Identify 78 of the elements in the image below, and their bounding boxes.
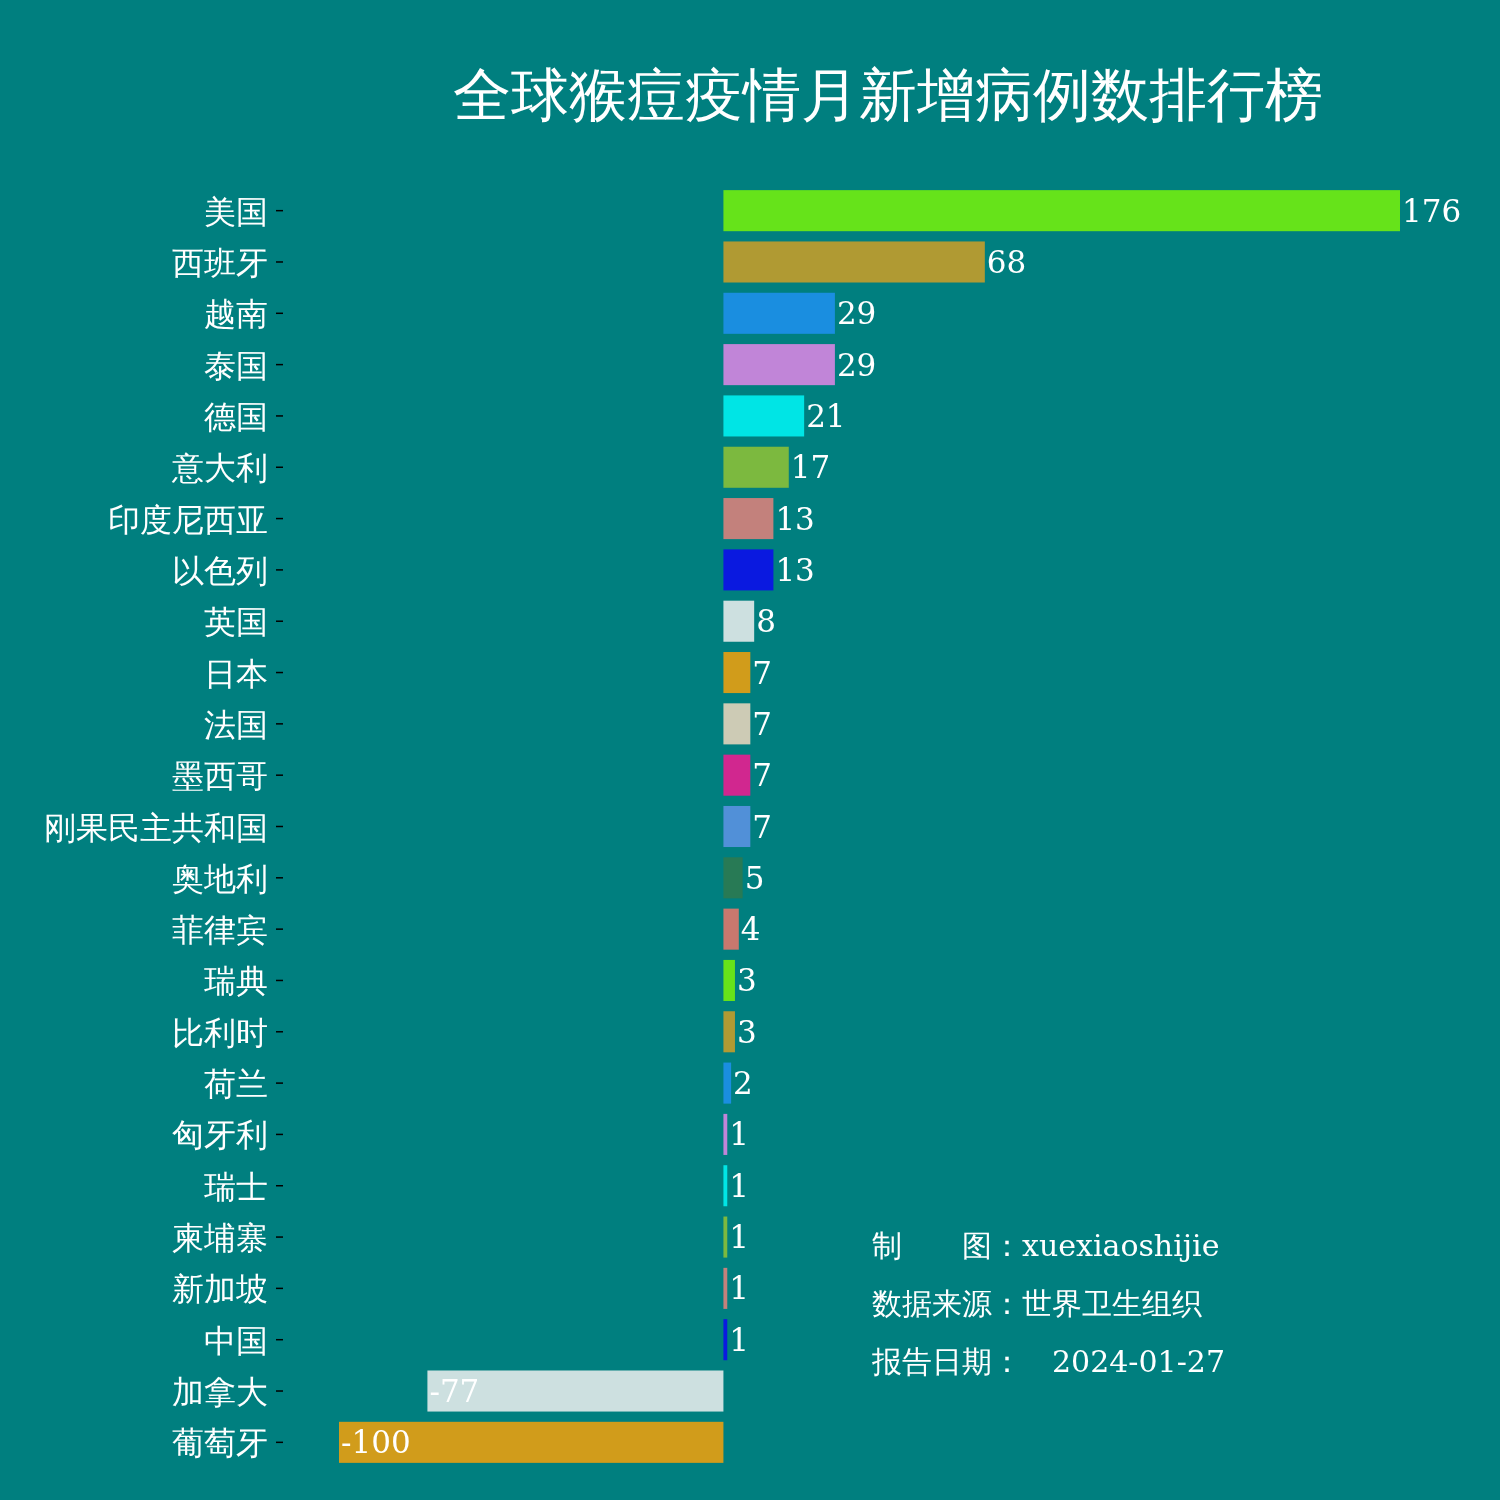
y-tick-label: 刚果民主共和国 xyxy=(44,808,268,847)
y-tick-label: 匈牙利 xyxy=(172,1116,268,1155)
y-tick-label: 西班牙 xyxy=(172,243,268,282)
bar xyxy=(723,1216,728,1258)
data-label: 1 xyxy=(729,1167,749,1204)
bar xyxy=(723,190,1400,232)
data-label: 29 xyxy=(836,295,877,332)
data-label: 13 xyxy=(775,500,815,537)
data-label: 68 xyxy=(986,243,1027,280)
bar xyxy=(723,1113,728,1155)
data-label: 7 xyxy=(752,654,773,691)
bar xyxy=(723,446,789,488)
y-tick-label: 瑞士 xyxy=(204,1167,268,1206)
bar xyxy=(723,805,751,848)
data-label: 8 xyxy=(756,603,776,640)
bar xyxy=(427,1370,724,1412)
y-tick-label: 墨西哥 xyxy=(172,757,268,796)
data-label: 7 xyxy=(752,705,773,742)
y-tick-label: 越南 xyxy=(204,295,268,334)
y-tick-label: 中国 xyxy=(204,1321,268,1360)
bar xyxy=(723,241,985,283)
y-tick-label: 日本 xyxy=(204,654,268,693)
data-label: 1 xyxy=(729,1219,749,1256)
chart-title: 全球猴痘疫情月新增病例数排行榜 xyxy=(453,61,1323,129)
bar xyxy=(723,1011,735,1053)
bar xyxy=(723,857,743,899)
y-tick-label: 奥地利 xyxy=(172,859,268,898)
data-label: 17 xyxy=(790,449,831,486)
y-tick-label: 葡萄牙 xyxy=(172,1424,268,1463)
y-tick-label: 法国 xyxy=(204,705,268,744)
y-tick-label: 以色列 xyxy=(172,551,268,590)
bar xyxy=(723,292,835,334)
data-label: 7 xyxy=(752,757,773,794)
y-tick-label: 英国 xyxy=(204,603,268,642)
data-label: -100 xyxy=(341,1424,411,1461)
data-label: 5 xyxy=(744,859,765,896)
bar xyxy=(723,754,751,796)
bar xyxy=(723,1165,728,1207)
bar xyxy=(723,549,774,591)
y-tick-label: 意大利 xyxy=(171,449,268,488)
data-label: 29 xyxy=(836,346,877,383)
data-label: 1 xyxy=(729,1116,749,1153)
data-label: 3 xyxy=(736,962,757,999)
y-tick-label: 印度尼西亚 xyxy=(108,500,268,539)
bar xyxy=(723,1267,728,1309)
annotation: 制 图：xuexiaoshijie xyxy=(872,1228,1220,1263)
data-label: 176 xyxy=(1402,192,1462,229)
bar xyxy=(723,959,735,1001)
data-label: 1 xyxy=(729,1270,749,1307)
y-tick-label: 德国 xyxy=(204,397,268,436)
bar xyxy=(723,1319,728,1361)
bar xyxy=(723,703,751,745)
data-label: 21 xyxy=(806,397,846,434)
data-label: 13 xyxy=(775,551,815,588)
y-tick-label: 柬埔寨 xyxy=(172,1219,268,1258)
bar xyxy=(723,344,835,386)
bar xyxy=(339,1421,724,1463)
data-label: 3 xyxy=(736,1013,757,1050)
y-tick-label: 瑞典 xyxy=(204,962,268,1001)
data-label: 4 xyxy=(740,911,761,948)
y-tick-label: 泰国 xyxy=(204,346,268,385)
bar xyxy=(723,1062,732,1104)
bar xyxy=(723,395,805,437)
y-tick-label: 菲律宾 xyxy=(172,911,268,950)
data-label: 7 xyxy=(752,808,773,845)
annotation: 数据来源：世界卫生组织 xyxy=(872,1286,1202,1321)
annotation: 报告日期： 2024-01-27 xyxy=(871,1344,1225,1379)
y-tick-label: 荷兰 xyxy=(204,1065,268,1104)
bar xyxy=(723,498,774,540)
data-label: 1 xyxy=(729,1321,749,1358)
bar xyxy=(723,600,755,642)
y-tick-label: 美国 xyxy=(204,192,268,231)
y-tick-label: 新加坡 xyxy=(172,1270,268,1309)
data-label: 2 xyxy=(733,1065,753,1102)
bar xyxy=(723,652,751,694)
bar xyxy=(723,908,739,950)
y-tick-label: 加拿大 xyxy=(172,1373,268,1412)
y-tick-label: 比利时 xyxy=(172,1013,268,1052)
